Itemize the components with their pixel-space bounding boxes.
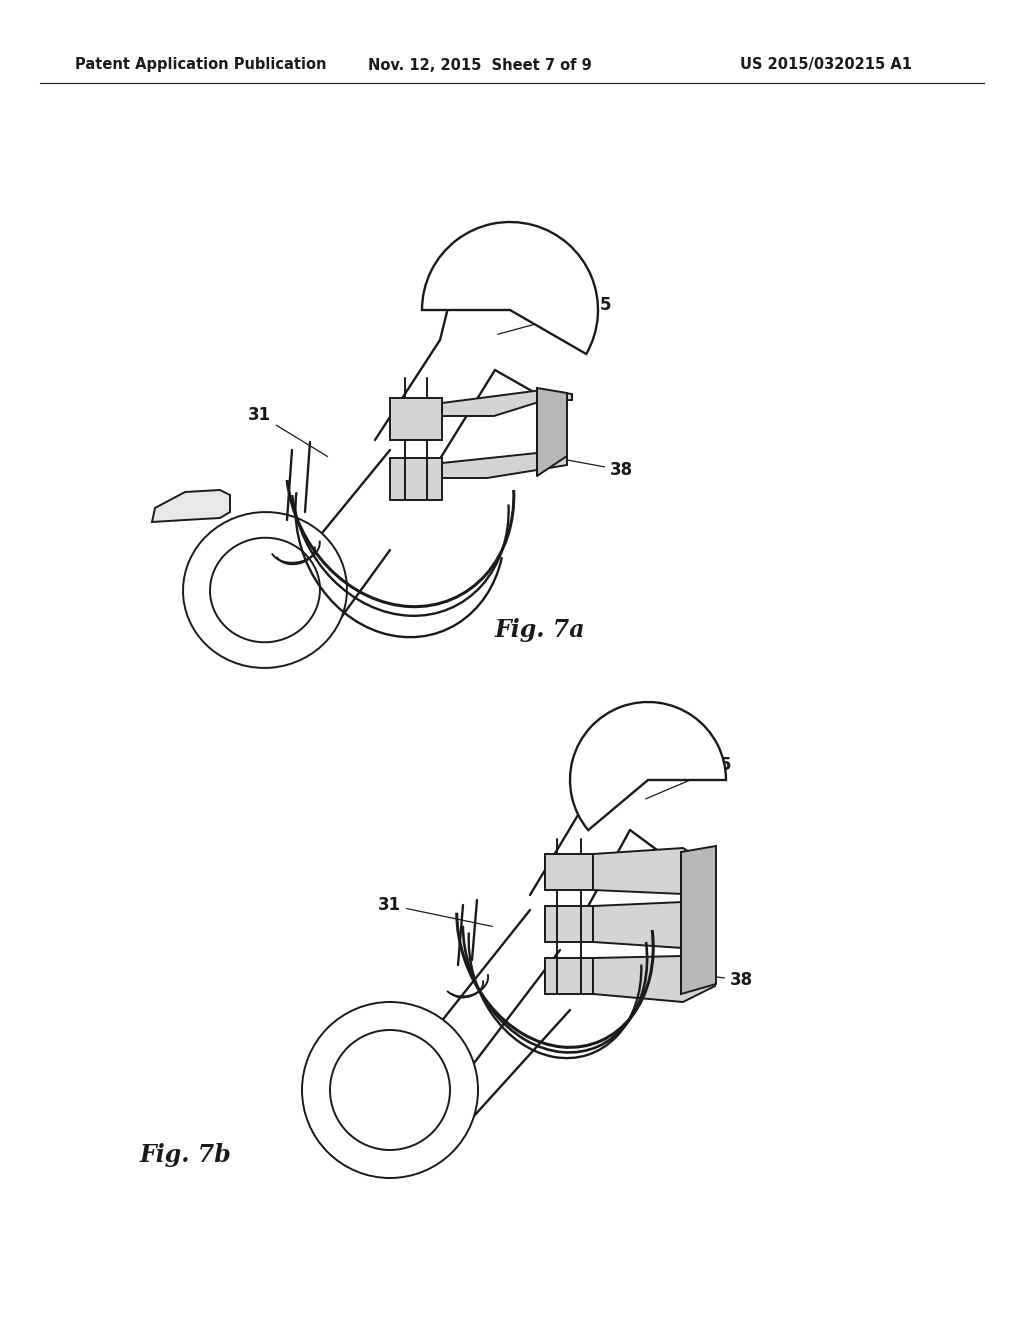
Text: Nov. 12, 2015  Sheet 7 of 9: Nov. 12, 2015 Sheet 7 of 9 <box>368 58 592 73</box>
Text: US 2015/0320215 A1: US 2015/0320215 A1 <box>740 58 912 73</box>
Ellipse shape <box>330 1030 450 1150</box>
Text: 38: 38 <box>678 972 753 989</box>
Polygon shape <box>390 458 442 500</box>
Text: 31: 31 <box>378 896 493 927</box>
Polygon shape <box>545 854 593 890</box>
Text: 5: 5 <box>645 756 731 799</box>
Wedge shape <box>570 702 726 830</box>
Polygon shape <box>545 906 593 942</box>
Wedge shape <box>422 222 598 354</box>
Polygon shape <box>152 490 230 521</box>
Polygon shape <box>681 846 716 994</box>
Text: 5: 5 <box>498 296 611 334</box>
Polygon shape <box>593 847 715 894</box>
Polygon shape <box>593 902 715 948</box>
Text: Fig. 7b: Fig. 7b <box>139 1143 230 1167</box>
Text: 31: 31 <box>248 407 328 457</box>
Polygon shape <box>442 453 567 478</box>
Ellipse shape <box>302 1002 478 1177</box>
Ellipse shape <box>183 512 347 668</box>
Polygon shape <box>390 399 442 440</box>
Ellipse shape <box>210 537 319 643</box>
Polygon shape <box>545 958 593 994</box>
Text: Patent Application Publication: Patent Application Publication <box>75 58 327 73</box>
Text: 38: 38 <box>543 455 633 479</box>
Text: Fig. 7a: Fig. 7a <box>495 618 586 642</box>
Polygon shape <box>442 389 572 416</box>
Polygon shape <box>593 956 715 1002</box>
Polygon shape <box>537 388 567 477</box>
